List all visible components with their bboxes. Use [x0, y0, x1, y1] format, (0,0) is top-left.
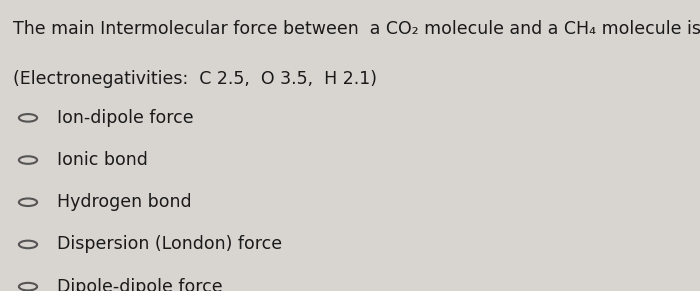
Text: Ion-dipole force: Ion-dipole force [57, 109, 194, 127]
Text: The main Intermolecular force between  a CO₂ molecule and a CH₄ molecule is:: The main Intermolecular force between a … [13, 20, 700, 38]
Text: Dipole-dipole force: Dipole-dipole force [57, 278, 223, 291]
Text: (Electronegativities:  C 2.5,  O 3.5,  H 2.1): (Electronegativities: C 2.5, O 3.5, H 2.… [13, 70, 377, 88]
Text: Dispersion (London) force: Dispersion (London) force [57, 235, 283, 253]
Text: Ionic bond: Ionic bond [57, 151, 148, 169]
Text: Hydrogen bond: Hydrogen bond [57, 193, 192, 211]
